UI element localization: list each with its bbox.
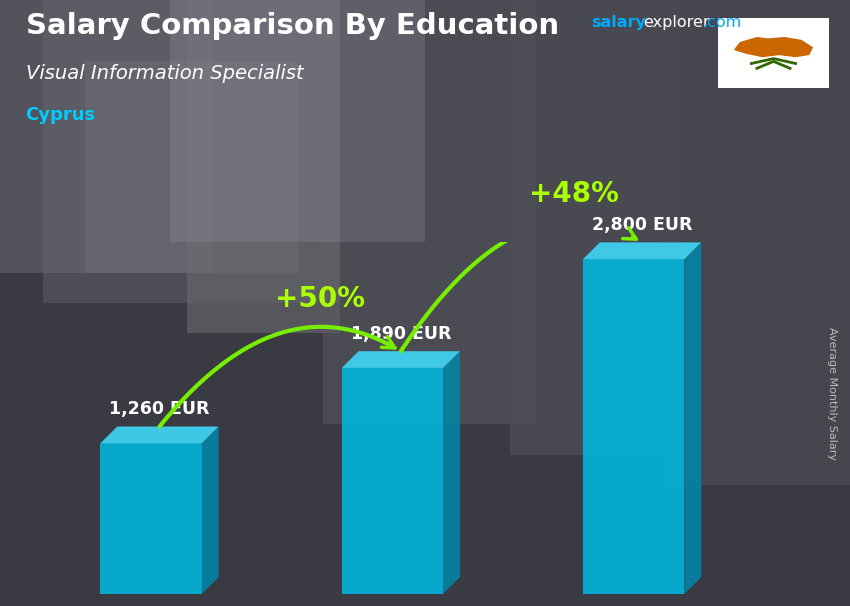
Text: explorer: explorer xyxy=(643,15,710,30)
Text: Cyprus: Cyprus xyxy=(26,106,95,124)
Bar xyxy=(85,61,298,273)
Bar xyxy=(42,0,340,303)
Text: +50%: +50% xyxy=(275,285,366,313)
Bar xyxy=(323,0,536,424)
Bar xyxy=(510,0,680,454)
Text: 1,260 EUR: 1,260 EUR xyxy=(110,400,210,418)
Polygon shape xyxy=(100,443,201,594)
Bar xyxy=(187,0,340,333)
Bar xyxy=(663,0,850,485)
Polygon shape xyxy=(342,368,443,594)
Bar xyxy=(0,0,212,273)
Text: Visual Information Specialist: Visual Information Specialist xyxy=(26,64,303,82)
Text: Salary Comparison By Education: Salary Comparison By Education xyxy=(26,12,558,40)
Polygon shape xyxy=(443,351,460,594)
Text: 1,890 EUR: 1,890 EUR xyxy=(350,325,451,343)
Polygon shape xyxy=(100,427,218,443)
Polygon shape xyxy=(342,351,460,368)
Text: salary: salary xyxy=(591,15,646,30)
Text: +48%: +48% xyxy=(529,180,619,208)
Text: .com: .com xyxy=(702,15,741,30)
Polygon shape xyxy=(201,427,218,594)
Text: 2,800 EUR: 2,800 EUR xyxy=(592,216,693,234)
Text: Average Monthly Salary: Average Monthly Salary xyxy=(827,327,837,461)
Polygon shape xyxy=(583,242,701,259)
Polygon shape xyxy=(684,242,701,594)
Polygon shape xyxy=(583,259,684,594)
Polygon shape xyxy=(734,38,812,56)
Bar xyxy=(170,0,425,242)
